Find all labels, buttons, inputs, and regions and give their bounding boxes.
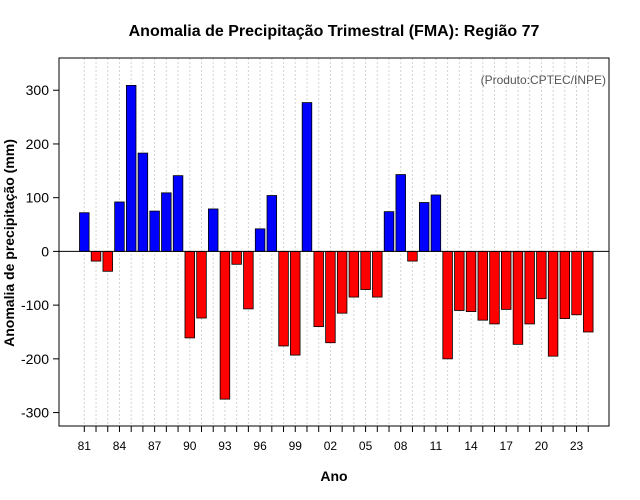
bar-2007 bbox=[383, 211, 395, 252]
x-tick-label: 99 bbox=[289, 439, 303, 453]
bar-1989 bbox=[172, 175, 184, 252]
bar-2014 bbox=[465, 251, 477, 312]
x-tick-label: 17 bbox=[500, 439, 514, 453]
bar-2003 bbox=[336, 251, 348, 314]
y-tick-label: 0 bbox=[41, 243, 49, 259]
bar-2001 bbox=[313, 251, 324, 328]
y-tick-label: 300 bbox=[26, 82, 50, 98]
x-tick-label: 08 bbox=[394, 439, 408, 453]
bar-2008 bbox=[395, 174, 406, 252]
x-tick-label: 20 bbox=[535, 439, 549, 453]
y-tick-label: -200 bbox=[21, 351, 49, 367]
x-tick-label: 81 bbox=[78, 439, 92, 453]
x-tick-label: 05 bbox=[359, 439, 373, 453]
bar-2009 bbox=[407, 251, 418, 262]
bar-2006 bbox=[372, 251, 383, 298]
bar-2002 bbox=[325, 251, 336, 344]
x-axis-title: Ano bbox=[320, 468, 347, 484]
bar-1984 bbox=[114, 201, 125, 252]
bar-2013 bbox=[454, 251, 465, 311]
bar-1996 bbox=[254, 228, 266, 252]
bar-1988 bbox=[161, 192, 172, 252]
y-axis: -300 -200 -100 0 100 200 300 bbox=[21, 82, 59, 421]
bar-1985 bbox=[125, 84, 137, 252]
plot-frame bbox=[58, 57, 610, 427]
y-tick-label: 200 bbox=[26, 136, 50, 152]
bar-2015 bbox=[477, 251, 488, 321]
bar-2016 bbox=[489, 251, 500, 325]
x-tick-label: 87 bbox=[148, 439, 162, 453]
bar-2020 bbox=[536, 251, 547, 300]
bar-2010 bbox=[418, 202, 430, 252]
chart-title: Anomalia de Precipitação Trimestral (FMA… bbox=[129, 23, 540, 40]
bar-2017 bbox=[501, 251, 512, 310]
bar-1995 bbox=[243, 251, 254, 310]
y-tick-label: 100 bbox=[26, 190, 50, 206]
y-tick-label: -300 bbox=[21, 405, 49, 421]
bars-group bbox=[79, 84, 594, 400]
bar-2024 bbox=[583, 251, 594, 333]
bar-2000 bbox=[301, 102, 313, 252]
bar-2012 bbox=[442, 251, 453, 360]
bar-1993 bbox=[219, 251, 231, 400]
bar-1991 bbox=[196, 251, 207, 319]
credit-label: (Produto:CPTEC/INPE) bbox=[481, 73, 606, 87]
bar-2023 bbox=[571, 251, 582, 316]
bar-1982 bbox=[90, 251, 102, 262]
x-tick-label: 14 bbox=[464, 439, 478, 453]
bar-1992 bbox=[208, 208, 219, 252]
y-axis-title: Anomalia de precipitação (mm) bbox=[1, 139, 17, 347]
bar-2022 bbox=[559, 251, 571, 319]
bar-1998 bbox=[278, 251, 289, 347]
bar-1999 bbox=[290, 251, 301, 356]
bar-1981 bbox=[79, 212, 90, 252]
bar-1990 bbox=[184, 251, 195, 339]
bar-2019 bbox=[524, 251, 535, 325]
bar-2004 bbox=[348, 251, 360, 298]
bar-1986 bbox=[137, 152, 149, 252]
x-tick-label: 84 bbox=[113, 439, 127, 453]
x-tick-label: 96 bbox=[253, 439, 267, 453]
bar-1987 bbox=[149, 210, 160, 252]
x-tick-label: 93 bbox=[218, 439, 232, 453]
x-tick-label: 90 bbox=[183, 439, 197, 453]
bar-2021 bbox=[547, 251, 559, 357]
bar-1983 bbox=[102, 251, 113, 272]
bar-2018 bbox=[512, 251, 524, 345]
x-tick-label: 02 bbox=[324, 439, 338, 453]
bar-1994 bbox=[231, 251, 242, 265]
x-tick-label: 23 bbox=[570, 439, 584, 453]
bar-2011 bbox=[430, 194, 442, 252]
x-tick-label: 11 bbox=[430, 439, 443, 453]
bar-2005 bbox=[360, 251, 371, 290]
x-axis: 81 84 87 90 93 96 99 02 05 08 11 14 17 20 23 bbox=[78, 426, 589, 453]
bar-1997 bbox=[266, 195, 278, 252]
y-tick-label: -100 bbox=[21, 297, 49, 313]
